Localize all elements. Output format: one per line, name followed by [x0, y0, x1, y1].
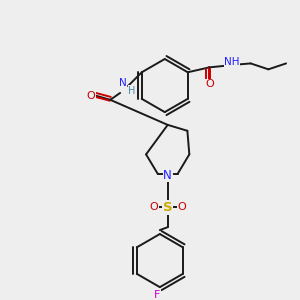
Text: O: O — [86, 91, 95, 101]
Text: O: O — [205, 79, 214, 89]
Text: NH: NH — [224, 57, 240, 68]
Text: N: N — [119, 78, 127, 88]
Text: O: O — [150, 202, 158, 212]
Text: F: F — [154, 290, 160, 300]
Text: N: N — [163, 169, 172, 182]
Text: H: H — [128, 86, 136, 96]
Text: S: S — [163, 201, 172, 214]
Text: O: O — [177, 202, 186, 212]
